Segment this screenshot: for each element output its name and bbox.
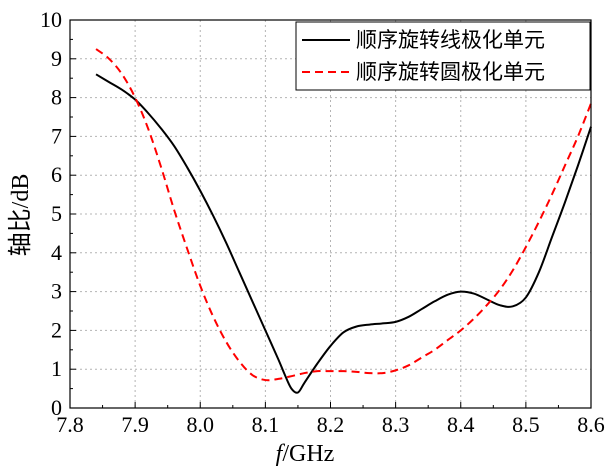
legend-label-circular: 顺序旋转圆极化单元 [356,60,545,84]
x-tick-label: 7.9 [121,412,149,437]
series-line-circular-polarization [95,48,592,382]
y-tick-label: 0 [51,395,62,420]
y-tick-label: 9 [51,46,62,71]
y-tick-label: 2 [51,317,62,342]
x-axis-title: f/GHz [276,441,335,466]
grid [70,20,591,408]
x-tick-label: 8.4 [447,412,475,437]
x-axis-title-italic: f [276,441,286,466]
x-axis-title-unit: /GHz [282,441,334,466]
ticks [69,19,592,409]
x-tick-label: 8.6 [577,412,605,437]
y-tick-labels: 0 1 2 3 4 5 6 7 8 9 10 [40,7,62,420]
y-tick-label: 6 [51,162,62,187]
x-tick-labels: 7.8 7.9 8.0 8.1 8.2 8.3 8.4 8.5 8.6 [56,412,605,437]
legend: 顺序旋转线极化单元 顺序旋转圆极化单元 [295,21,591,91]
x-tick-label: 8.0 [187,412,215,437]
y-tick-label: 4 [51,240,62,265]
y-tick-label: 1 [51,356,62,381]
legend-box [295,21,591,91]
x-tick-label: 8.2 [317,412,345,437]
y-tick-label: 5 [51,201,62,226]
series-group [95,48,592,394]
y-axis-title: 轴比/dB [7,174,34,257]
x-tick-label: 8.3 [382,412,410,437]
y-tick-label: 3 [51,279,62,304]
x-tick-label: 8.5 [512,412,540,437]
x-tick-label: 8.1 [252,412,280,437]
series-line-linear-polarization [95,73,592,394]
legend-label-linear: 顺序旋转线极化单元 [356,28,545,52]
y-tick-label: 10 [40,7,62,32]
x-tick-label: 7.8 [56,412,84,437]
y-tick-label: 8 [51,85,62,110]
y-tick-label: 7 [51,123,62,148]
